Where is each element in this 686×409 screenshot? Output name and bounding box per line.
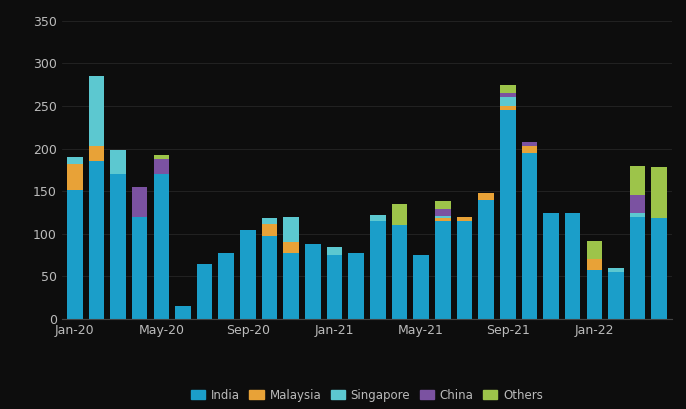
Bar	[132, 187, 147, 217]
Bar	[154, 174, 169, 319]
Bar	[457, 217, 472, 221]
Bar	[175, 306, 191, 319]
Bar	[630, 213, 646, 217]
Bar	[218, 252, 234, 319]
Bar	[500, 85, 516, 93]
Bar	[543, 213, 559, 319]
Bar	[67, 164, 82, 189]
Bar	[370, 221, 386, 319]
Bar	[110, 151, 126, 174]
Bar	[500, 97, 516, 106]
Bar	[348, 252, 364, 319]
Bar	[478, 200, 494, 319]
Bar	[154, 155, 169, 159]
Bar	[283, 217, 299, 242]
Bar	[67, 157, 82, 164]
Bar	[283, 252, 299, 319]
Bar	[88, 162, 104, 319]
Legend: India, Malaysia, Singapore, China, Others: India, Malaysia, Singapore, China, Other…	[187, 385, 547, 405]
Bar	[370, 215, 386, 221]
Bar	[154, 159, 169, 174]
Bar	[478, 193, 494, 200]
Bar	[88, 146, 104, 162]
Bar	[630, 166, 646, 196]
Bar	[435, 218, 451, 221]
Bar	[587, 240, 602, 259]
Bar	[392, 225, 407, 319]
Bar	[262, 218, 277, 225]
Bar	[110, 174, 126, 319]
Bar	[327, 247, 342, 255]
Bar	[435, 221, 451, 319]
Bar	[630, 196, 646, 213]
Bar	[587, 270, 602, 319]
Bar	[457, 221, 472, 319]
Bar	[500, 106, 516, 110]
Bar	[262, 236, 277, 319]
Bar	[392, 204, 407, 225]
Bar	[283, 242, 299, 252]
Bar	[197, 264, 213, 319]
Bar	[652, 218, 667, 319]
Bar	[414, 255, 429, 319]
Bar	[132, 217, 147, 319]
Bar	[521, 142, 537, 146]
Bar	[500, 93, 516, 97]
Bar	[587, 259, 602, 270]
Bar	[521, 146, 537, 153]
Bar	[608, 272, 624, 319]
Bar	[305, 244, 320, 319]
Bar	[240, 229, 256, 319]
Bar	[327, 255, 342, 319]
Bar	[652, 167, 667, 218]
Bar	[500, 110, 516, 319]
Bar	[262, 225, 277, 236]
Bar	[435, 209, 451, 216]
Bar	[565, 213, 580, 319]
Bar	[435, 216, 451, 218]
Bar	[435, 200, 451, 209]
Bar	[88, 76, 104, 146]
Bar	[67, 189, 82, 319]
Bar	[608, 268, 624, 272]
Bar	[630, 217, 646, 319]
Bar	[521, 153, 537, 319]
